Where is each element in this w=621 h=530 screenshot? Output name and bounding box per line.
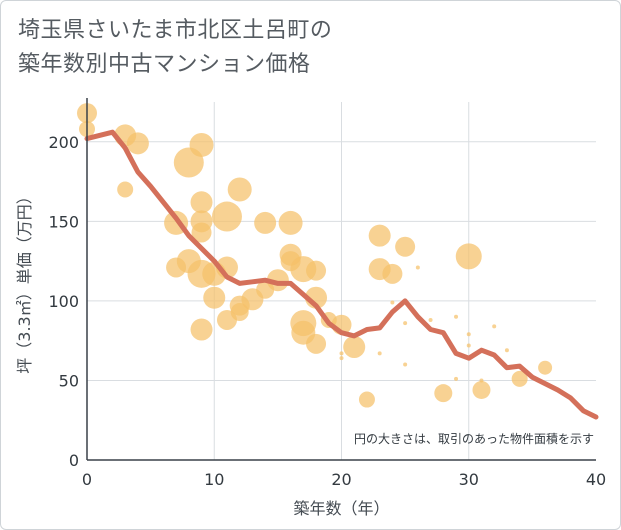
data-bubble [254,211,277,234]
data-bubble [479,378,484,383]
data-bubble [190,318,213,341]
x-tick-label: 0 [82,470,92,489]
data-bubble [454,376,459,381]
data-bubble [492,324,497,329]
data-bubble [472,380,491,399]
data-bubble [415,265,420,270]
data-bubble [455,243,482,270]
data-bubble [256,280,275,299]
data-bubble [504,348,509,353]
data-bubble [203,286,226,309]
average-price-line [84,129,599,420]
data-bubble [117,181,134,198]
data-bubble [403,321,408,326]
data-bubble [434,384,453,403]
y-tick-label: 0 [69,451,79,470]
data-bubble [278,210,303,235]
data-bubble [454,314,459,319]
data-bubble [126,132,149,155]
data-bubble [280,251,301,272]
data-bubble [339,356,344,361]
data-bubble [306,260,327,281]
x-tick-label: 20 [331,470,351,489]
x-tick-label: 30 [459,470,479,489]
data-bubble [343,336,366,359]
data-bubble [511,370,528,387]
bubble-size-note: 円の大きさは、取引のあった物件面積を示す [354,431,594,446]
x-tick-label: 40 [586,470,606,489]
x-tick-label: 10 [204,470,224,489]
data-bubble [190,191,213,214]
data-bubble [390,300,395,305]
chart-title: 埼玉県さいたま市北区土呂町の 築年数別中古マンション価格 [18,18,333,77]
data-bubble [368,224,391,247]
y-tick-label: 150 [48,212,79,231]
y-tick-label: 50 [59,371,79,390]
data-bubble [358,391,375,408]
data-bubble [382,263,403,284]
data-bubble [466,343,471,348]
x-axis-label: 築年数（年） [293,499,389,518]
data-bubble [538,360,553,375]
y-tick-label: 200 [48,133,79,152]
data-bubble [166,257,187,278]
data-bubble [339,351,344,356]
data-bubble [230,303,249,322]
data-bubble [306,333,327,354]
data-bubble [191,222,212,243]
data-bubble [466,332,471,337]
y-tick-label: 100 [48,292,79,311]
y-axis-label: 坪（3.3㎡）単価（万円） [15,188,34,373]
data-bubble [428,317,433,322]
data-bubble [403,362,408,367]
data-bubble [377,351,382,356]
data-bubble [395,236,416,257]
data-bubble [189,132,214,157]
data-bubble [227,177,252,202]
data-bubble [211,201,242,232]
